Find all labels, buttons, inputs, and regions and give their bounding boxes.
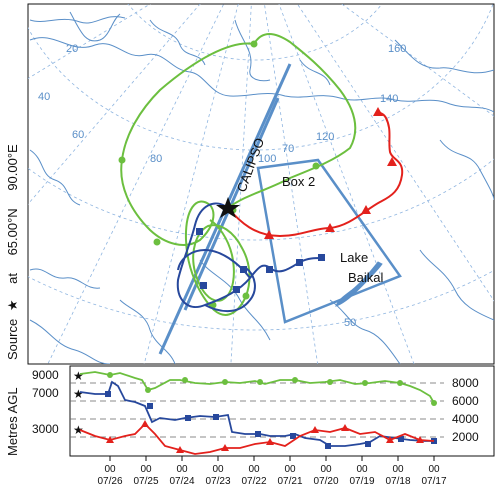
lake-baikal-shape [335, 261, 383, 307]
time-hour-label: 00 [356, 464, 368, 475]
time-date-label: 07/21 [277, 476, 302, 487]
red-altitude-line [79, 420, 435, 455]
grid-label-70: 70 [282, 143, 294, 155]
right-tick-6000: 6000 [452, 394, 479, 408]
time-hour-label: 00 [428, 464, 440, 475]
time-hour-label: 00 [284, 464, 296, 475]
source-lon: 90.00°E [5, 144, 20, 191]
grid-label-50: 50 [344, 317, 356, 329]
grid-label-160: 160 [388, 43, 406, 55]
map-panel: 20 40 60 80 100 120 140 160 70 50 [27, 3, 495, 365]
coastlines [29, 11, 494, 364]
grid-label-100: 100 [258, 153, 276, 165]
time-date-label: 07/24 [169, 476, 194, 487]
right-tick-8000: 8000 [452, 376, 479, 390]
box-2-label: Box 2 [282, 174, 315, 189]
time-date-label: 07/22 [241, 476, 266, 487]
time-hour-label: 00 [212, 464, 224, 475]
grid-labels: 20 40 60 80 100 120 140 160 70 50 [38, 43, 406, 329]
svg-text:Source ★ at: Source ★ at 65.00°N 90.00°E [5, 144, 20, 360]
time-hour-label: 00 [248, 464, 260, 475]
source-lat: 65.00°N [5, 208, 20, 255]
time-date-label: 07/20 [313, 476, 338, 487]
blue-trajectory [176, 202, 325, 313]
grid-label-40: 40 [38, 91, 50, 103]
star-marker-green-icon: ★ [73, 369, 84, 383]
grid-label-120: 120 [316, 131, 334, 143]
source-prefix: Source [5, 319, 20, 360]
time-hour-label: 00 [392, 464, 404, 475]
right-tick-2000: 2000 [452, 430, 479, 444]
source-star-glyph: ★ [5, 300, 20, 312]
left-value-7000: 7000 [32, 386, 59, 400]
star-marker-red-icon: ★ [73, 423, 84, 437]
time-date-label: 07/17 [421, 476, 446, 487]
altitude-y-label: Metres AGL [5, 387, 20, 456]
grid-label-140: 140 [380, 93, 398, 105]
green-altitude-line [79, 371, 437, 406]
source-at: at [5, 273, 20, 284]
altitude-panel: Metres AGL 9000 7000 3000 ★ ★ ★ 8000 600… [5, 365, 495, 457]
time-date-label: 07/19 [349, 476, 374, 487]
source-star-icon [216, 197, 240, 218]
time-date-label: 07/26 [97, 476, 122, 487]
grid-label-60: 60 [72, 129, 84, 141]
grid-label-20: 20 [66, 43, 78, 55]
source-caption: Source ★ at 65.00°N 90.00°E [5, 144, 20, 360]
lake-label-line2: Baikal [348, 270, 384, 285]
star-marker-blue-icon: ★ [73, 387, 84, 401]
time-axis: 0007/260007/250007/240007/230007/220007/… [70, 455, 494, 487]
time-date-label: 07/25 [133, 476, 158, 487]
right-tick-4000: 4000 [452, 412, 479, 426]
time-date-label: 07/23 [205, 476, 230, 487]
red-trajectory [227, 107, 404, 239]
meridian-gridlines [28, 4, 494, 364]
time-hour-label: 00 [176, 464, 188, 475]
left-value-9000: 9000 [32, 368, 59, 382]
time-hour-label: 00 [104, 464, 116, 475]
left-value-3000: 3000 [32, 422, 59, 436]
time-date-label: 07/18 [385, 476, 410, 487]
time-hour-label: 00 [140, 464, 152, 475]
lake-label-line1: Lake [340, 250, 368, 265]
grid-label-80: 80 [150, 153, 162, 165]
time-hour-label: 00 [320, 464, 332, 475]
